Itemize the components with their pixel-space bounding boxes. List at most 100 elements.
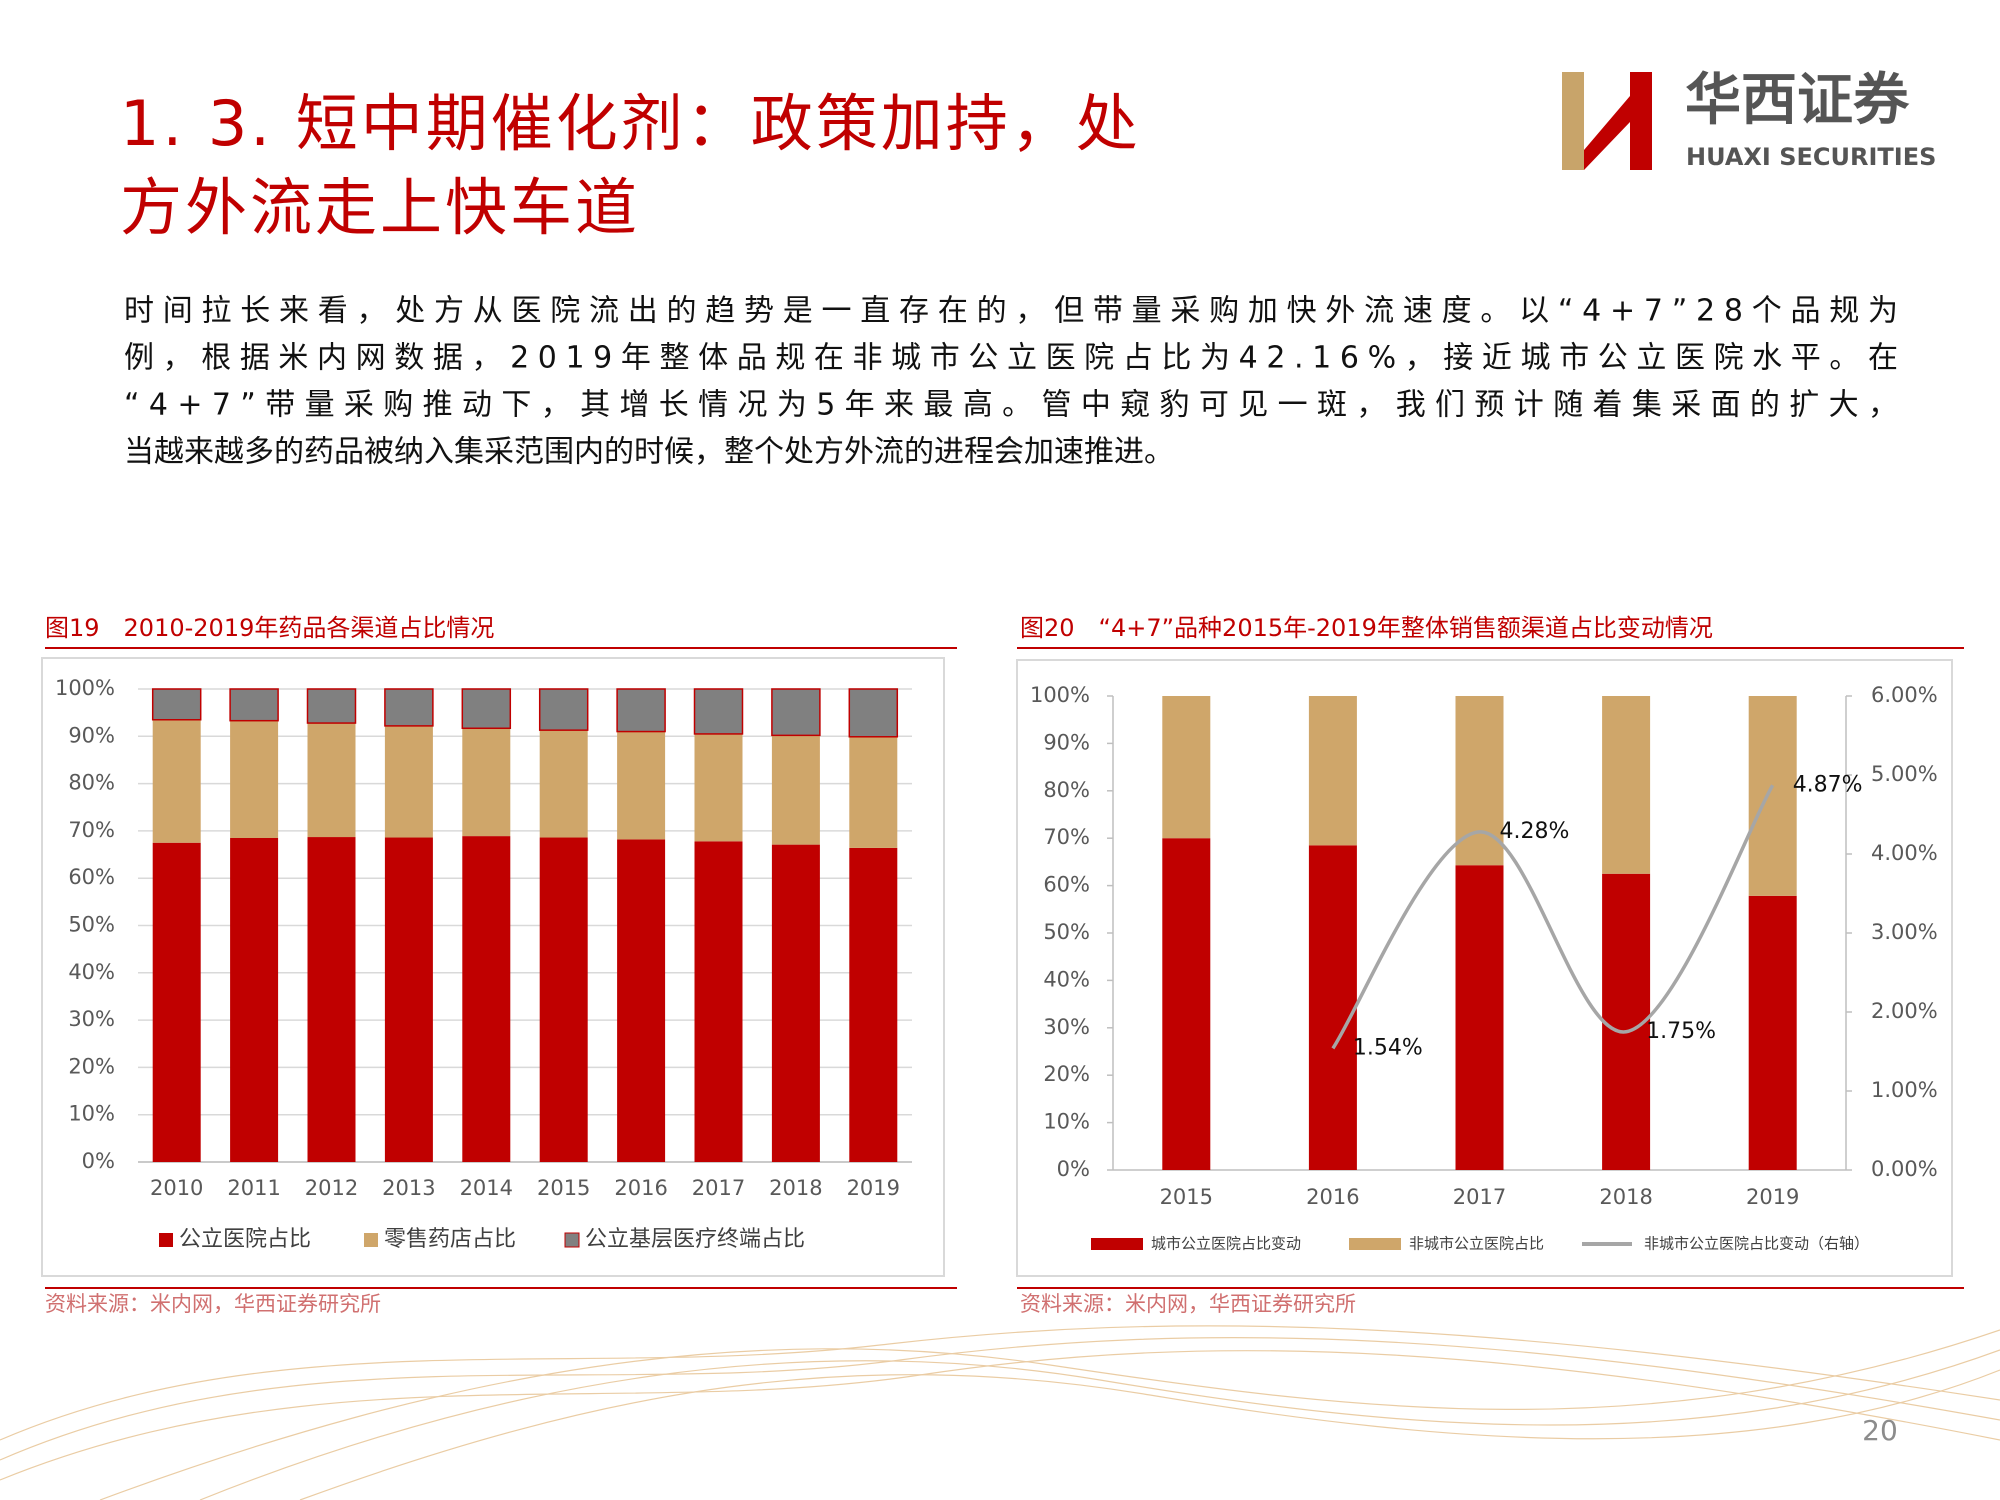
logo-mark bbox=[1584, 96, 1630, 170]
x-tick-label: 2015 bbox=[1160, 1185, 1213, 1209]
y-tick-label: 10% bbox=[68, 1102, 115, 1126]
bar-segment bbox=[462, 836, 511, 1162]
decoration bbox=[0, 1325, 2000, 1500]
x-tick-label: 2016 bbox=[614, 1176, 667, 1200]
bar-segment bbox=[617, 839, 666, 1162]
logo-mark bbox=[1562, 72, 1584, 170]
y-tick-label: 30% bbox=[68, 1007, 115, 1031]
legend-swatch bbox=[1349, 1238, 1401, 1250]
wave bbox=[0, 1325, 2000, 1441]
wave bbox=[299, 1369, 2000, 1500]
line-series bbox=[1331, 784, 1775, 1050]
bar-segment bbox=[771, 844, 820, 1162]
y-tick-label: 90% bbox=[1043, 730, 1090, 754]
bar-segment bbox=[152, 842, 201, 1162]
body-text: “4+7”带量采购推动下，其增长情况为5年来最高。管中窥豹可见一斑，我们预计随着… bbox=[124, 388, 1898, 423]
legend-label: 零售药店占比 bbox=[384, 1227, 516, 1252]
y-tick-label: 30% bbox=[1043, 1015, 1090, 1039]
bar-segment bbox=[1308, 845, 1357, 1170]
legend-swatch bbox=[1091, 1238, 1143, 1250]
bar-segment bbox=[306, 688, 357, 724]
y2-tick-label: 6.00% bbox=[1871, 683, 1938, 707]
x-tick-label: 2015 bbox=[537, 1176, 590, 1200]
legend-label: 公立医院占比 bbox=[179, 1227, 311, 1252]
bar-segment bbox=[693, 688, 744, 735]
x-tick-label: 2013 bbox=[382, 1176, 435, 1200]
bar-segment bbox=[230, 720, 279, 838]
bar-segment bbox=[307, 837, 356, 1162]
x-tick-label: 2017 bbox=[692, 1176, 745, 1200]
bar-segment bbox=[538, 688, 589, 731]
bar-segment bbox=[771, 735, 820, 845]
bar-segment bbox=[230, 837, 279, 1162]
wave bbox=[0, 1337, 2000, 1461]
legend-label: 非城市公立医院占比变动（右轴） bbox=[1644, 1235, 1869, 1253]
x-tick-label: 2010 bbox=[150, 1176, 203, 1200]
bar-segment bbox=[384, 688, 434, 727]
bar-segment bbox=[462, 728, 511, 837]
x-tick-label: 2017 bbox=[1453, 1185, 1506, 1209]
legend-label: 城市公立医院占比变动 bbox=[1151, 1235, 1301, 1253]
y2-tick-label: 3.00% bbox=[1871, 920, 1938, 944]
y-tick-label: 0% bbox=[82, 1149, 115, 1173]
chart-source: 资料来源：米内网，华西证券研究所 bbox=[45, 1292, 381, 1316]
bar-segment bbox=[229, 688, 279, 722]
y-tick-label: 50% bbox=[1043, 920, 1090, 944]
y2-tick-label: 1.00% bbox=[1871, 1078, 1938, 1102]
body-text: 当越来越多的药品被纳入集采范围内的时候，整个处方外流的进程会加速推进。 bbox=[124, 435, 1174, 470]
bar-segment bbox=[151, 688, 202, 721]
page-title: 1. 3. 短中期催化剂：政策加持，处 bbox=[120, 87, 1141, 160]
x-tick-label: 2011 bbox=[227, 1176, 280, 1200]
data-label: 1.54% bbox=[1353, 1035, 1423, 1060]
y-tick-label: 70% bbox=[1043, 825, 1090, 849]
x-tick-label: 2014 bbox=[460, 1176, 513, 1200]
y-tick-label: 70% bbox=[68, 818, 115, 842]
chart-title: 图20 “4+7”品种2015年-2019年整体销售额渠道占比变动情况 bbox=[1020, 614, 1713, 642]
data-label: 4.28% bbox=[1500, 819, 1570, 844]
y2-tick-label: 2.00% bbox=[1871, 999, 1938, 1023]
bar-segment bbox=[1162, 696, 1211, 839]
x-tick-label: 2019 bbox=[1746, 1185, 1799, 1209]
wave bbox=[0, 1350, 2000, 1481]
y-tick-label: 40% bbox=[1043, 967, 1090, 991]
data-label: 4.87% bbox=[1793, 772, 1863, 797]
legend-swatch bbox=[159, 1233, 173, 1247]
legend-label: 非城市公立医院占比 bbox=[1409, 1235, 1544, 1253]
y2-tick-label: 0.00% bbox=[1871, 1157, 1938, 1181]
bar-segment bbox=[1748, 895, 1797, 1170]
legend-swatch bbox=[564, 1232, 580, 1248]
chart-title: 图19 2010-2019年药品各渠道占比情况 bbox=[45, 614, 494, 642]
y-tick-label: 90% bbox=[68, 723, 115, 747]
page-title: 方外流走上快车道 bbox=[120, 171, 640, 244]
y-tick-label: 100% bbox=[55, 676, 115, 700]
y-tick-label: 60% bbox=[1043, 873, 1090, 897]
y-tick-label: 20% bbox=[1043, 1062, 1090, 1086]
bar-segment bbox=[694, 841, 743, 1162]
bar-segment bbox=[1602, 696, 1651, 874]
chart-source: 资料来源：米内网，华西证券研究所 bbox=[1020, 1292, 1356, 1316]
x-tick-label: 2018 bbox=[1599, 1185, 1652, 1209]
bar-segment bbox=[694, 733, 743, 842]
y2-tick-label: 5.00% bbox=[1871, 762, 1938, 786]
y-tick-label: 0% bbox=[1057, 1157, 1090, 1181]
wave bbox=[99, 1329, 2000, 1500]
logo-subname: HUAXI SECURITIES bbox=[1686, 143, 1936, 171]
body-text: 例，根据米内网数据，2019年整体品规在非城市公立医院占比为42.16%，接近城… bbox=[124, 341, 1898, 376]
x-tick-label: 2018 bbox=[769, 1176, 822, 1200]
bar-segment bbox=[616, 688, 666, 733]
legend-swatch bbox=[364, 1233, 378, 1247]
bar-segment bbox=[848, 688, 899, 738]
bar-segment bbox=[461, 688, 512, 730]
x-tick-label: 2019 bbox=[847, 1176, 900, 1200]
logo-mark bbox=[1630, 72, 1652, 170]
x-tick-label: 2016 bbox=[1306, 1185, 1359, 1209]
bar-segment bbox=[849, 847, 898, 1162]
logo: 华西证券 HUAXI SECURITIES bbox=[1562, 68, 1936, 171]
bar-segment bbox=[384, 725, 433, 838]
bar-segment bbox=[849, 736, 898, 848]
bar-segment bbox=[1162, 838, 1211, 1170]
bar-segment bbox=[1308, 696, 1357, 846]
wave bbox=[199, 1349, 2000, 1500]
y-tick-label: 20% bbox=[68, 1054, 115, 1078]
